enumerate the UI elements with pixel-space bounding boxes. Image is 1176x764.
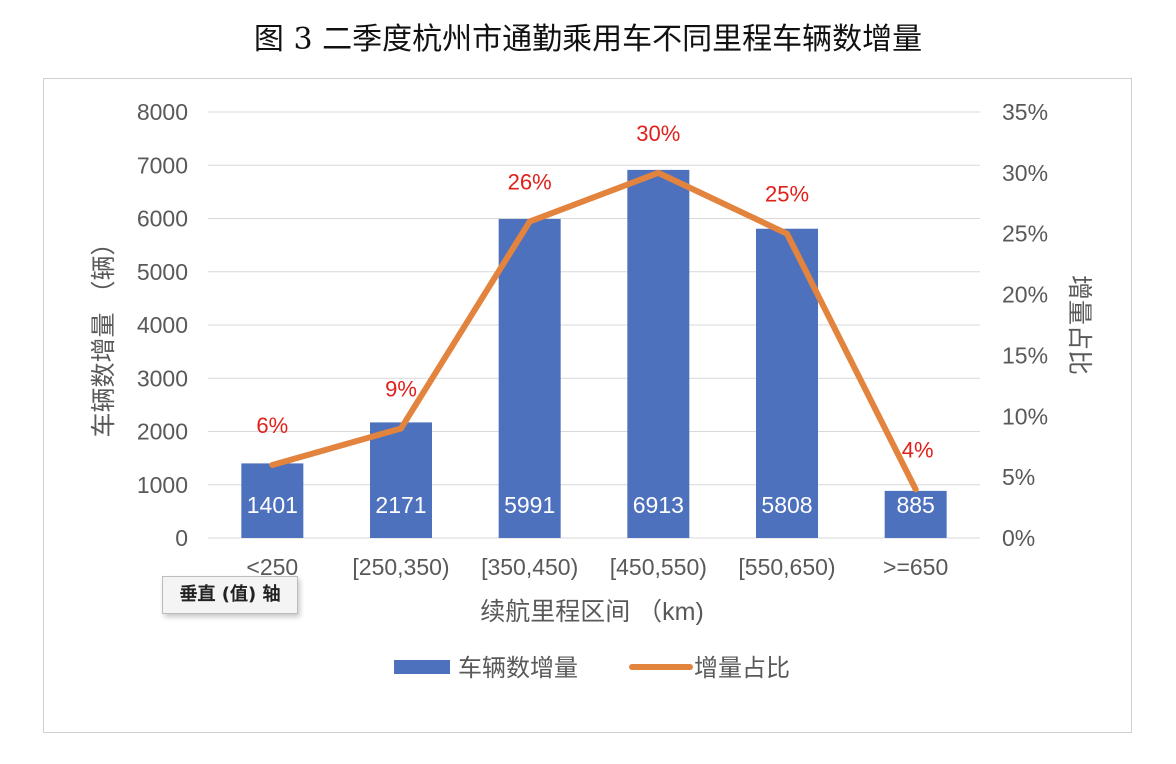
y2-tick-label: 25% [1002, 221, 1048, 247]
bar [498, 218, 561, 538]
line-data-label: 4% [902, 437, 934, 462]
bar-data-labels: 1401 2171 5991 6913 5808 885 [247, 492, 935, 518]
left-axis-ticks: 0 1000 2000 3000 4000 5000 6000 7000 8000 [137, 99, 188, 551]
bar [884, 490, 947, 538]
legend-line-label: 增量占比 [694, 655, 790, 682]
line-data-label: 9% [385, 376, 417, 401]
x-tick-label: [450,550) [610, 554, 707, 580]
axis-tooltip: 垂直 (值) 轴 [162, 576, 298, 614]
y2-axis-title: 增量占比 [1065, 275, 1093, 375]
line-data-label: 25% [765, 182, 809, 207]
y2-tick-label: 20% [1002, 282, 1048, 308]
y-tick-label: 2000 [137, 419, 188, 445]
line-data-label: 26% [508, 170, 552, 195]
bar [241, 463, 304, 538]
gridlines [208, 111, 980, 539]
bar-series [241, 169, 947, 538]
bar-data-label: 1401 [247, 492, 298, 518]
bar-data-label: 5808 [761, 492, 812, 518]
y-tick-label: 4000 [137, 312, 188, 338]
y-tick-label: 0 [175, 525, 188, 551]
y-tick-label: 3000 [137, 365, 188, 391]
bar [370, 422, 432, 538]
line-series [269, 169, 919, 493]
x-tick-label: [250,350) [352, 554, 449, 580]
y2-tick-label: 10% [1002, 403, 1048, 429]
bar-data-label: 2171 [375, 492, 426, 518]
x-tick-label: >=650 [883, 554, 948, 580]
bar-data-label: 5991 [504, 492, 555, 518]
legend-bar-label: 车辆数增量 [458, 655, 578, 682]
y-tick-label: 1000 [137, 472, 188, 498]
x-tick-label: [350,450) [481, 554, 578, 580]
bar [627, 169, 690, 538]
y2-tick-label: 15% [1002, 342, 1048, 368]
bar-data-label: 6913 [633, 492, 684, 518]
y-tick-label: 5000 [137, 259, 188, 285]
line-data-labels: 6% 9% 26% 30% 25% 4% [256, 121, 933, 462]
y-tick-label: 7000 [137, 152, 188, 178]
line-data-label: 6% [256, 413, 288, 438]
line-path [269, 169, 919, 493]
axis-titles: 续航里程区间 （km) 车辆数增量 （辆） 增量占比 [90, 231, 1093, 626]
y-tick-label: 6000 [137, 206, 188, 232]
y2-tick-label: 30% [1002, 160, 1048, 186]
x-axis-title: 续航里程区间 （km) [480, 598, 704, 626]
chart-frame [43, 78, 1132, 733]
y-tick-label: 8000 [137, 99, 188, 125]
y2-tick-label: 5% [1002, 464, 1035, 490]
y-axis-title: 车辆数增量 （辆） [90, 231, 118, 438]
legend: 车辆数增量 增量占比 [394, 655, 790, 682]
right-axis-ticks: 0% 5% 10% 15% 20% 25% 30% 35% [1002, 99, 1048, 551]
x-tick-label: [550,650) [738, 554, 835, 580]
figure-title: 图 3 二季度杭州市通勤乘用车不同里程车辆数增量 [253, 22, 923, 57]
x-tick-label: <250 [246, 554, 298, 580]
line-data-label: 30% [636, 121, 680, 146]
x-axis-ticks: <250 [250,350) [350,450) [450,550) [550,650)… [246, 554, 948, 580]
legend-bar-swatch [394, 660, 450, 674]
y2-tick-label: 35% [1002, 99, 1048, 125]
bar-data-label: 885 [896, 492, 934, 518]
y2-tick-label: 0% [1002, 525, 1035, 551]
